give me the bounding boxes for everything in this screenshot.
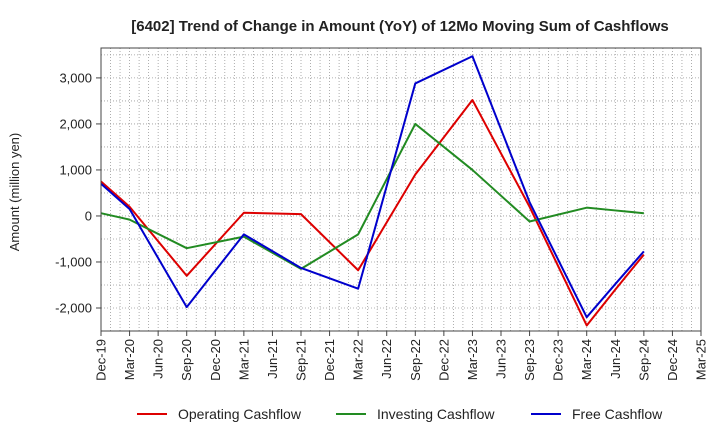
x-tick-label: Dec-21: [322, 339, 337, 381]
x-tick-label: Sep-23: [522, 339, 537, 381]
x-ticks: Dec-19 Mar-20 Jun-20 Sep-20 Dec-20 Mar-21 Jun-…: [94, 331, 709, 381]
legend-label-operating-cashflow: Operating Cashflow: [178, 406, 302, 422]
y-tick-label: -1,000: [55, 254, 92, 269]
x-tick-label: Mar-21: [236, 339, 251, 380]
legend-label-investing-cashflow: Investing Cashflow: [377, 406, 495, 422]
x-tick-label: Mar-22: [351, 339, 366, 380]
x-tick-label: Dec-24: [665, 339, 680, 381]
x-tick-label: Dec-22: [436, 339, 451, 381]
x-tick-label: Sep-24: [636, 339, 651, 381]
x-tick-label: Mar-20: [122, 339, 137, 380]
grid: [100, 48, 702, 332]
y-tick-label: 1,000: [59, 162, 92, 177]
y-axis-label: Amount (million yen): [7, 133, 22, 252]
x-tick-label: Jun-21: [265, 339, 280, 379]
x-tick-label: Jun-23: [494, 339, 509, 379]
legend: Operating Cashflow Investing Cashflow Free…: [137, 406, 663, 422]
x-tick-label: Dec-20: [208, 339, 223, 381]
y-tick-label: 3,000: [59, 70, 92, 85]
legend-label-free-cashflow: Free Cashflow: [572, 406, 663, 422]
x-tick-label: Jun-22: [379, 339, 394, 379]
y-tick-label: -2,000: [55, 300, 92, 315]
series-line-operating-cashflow: [100, 98, 645, 327]
x-tick-label: Mar-25: [694, 339, 709, 380]
y-ticks: -2,000 -1,000 0 1,000 2,000 3,000: [55, 70, 101, 315]
x-tick-label: Sep-21: [294, 339, 309, 381]
x-tick-label: Mar-24: [579, 339, 594, 380]
y-tick-label: 0: [85, 208, 92, 223]
x-tick-label: Dec-23: [551, 339, 566, 381]
series-line-investing-cashflow: [100, 122, 644, 270]
x-tick-label: Jun-24: [608, 339, 623, 379]
series-line-free-cashflow: [100, 55, 645, 319]
x-tick-label: Dec-19: [94, 339, 109, 381]
x-tick-label: Mar-23: [465, 339, 480, 380]
plot-frame: [100, 47, 702, 332]
y-tick-label: 2,000: [59, 116, 92, 131]
chart-title: [6402] Trend of Change in Amount (YoY) o…: [131, 18, 669, 35]
x-tick-label: Sep-20: [179, 339, 194, 381]
x-tick-label: Jun-20: [151, 339, 166, 379]
series-layer: [100, 55, 645, 327]
x-tick-label: Sep-22: [408, 339, 423, 381]
